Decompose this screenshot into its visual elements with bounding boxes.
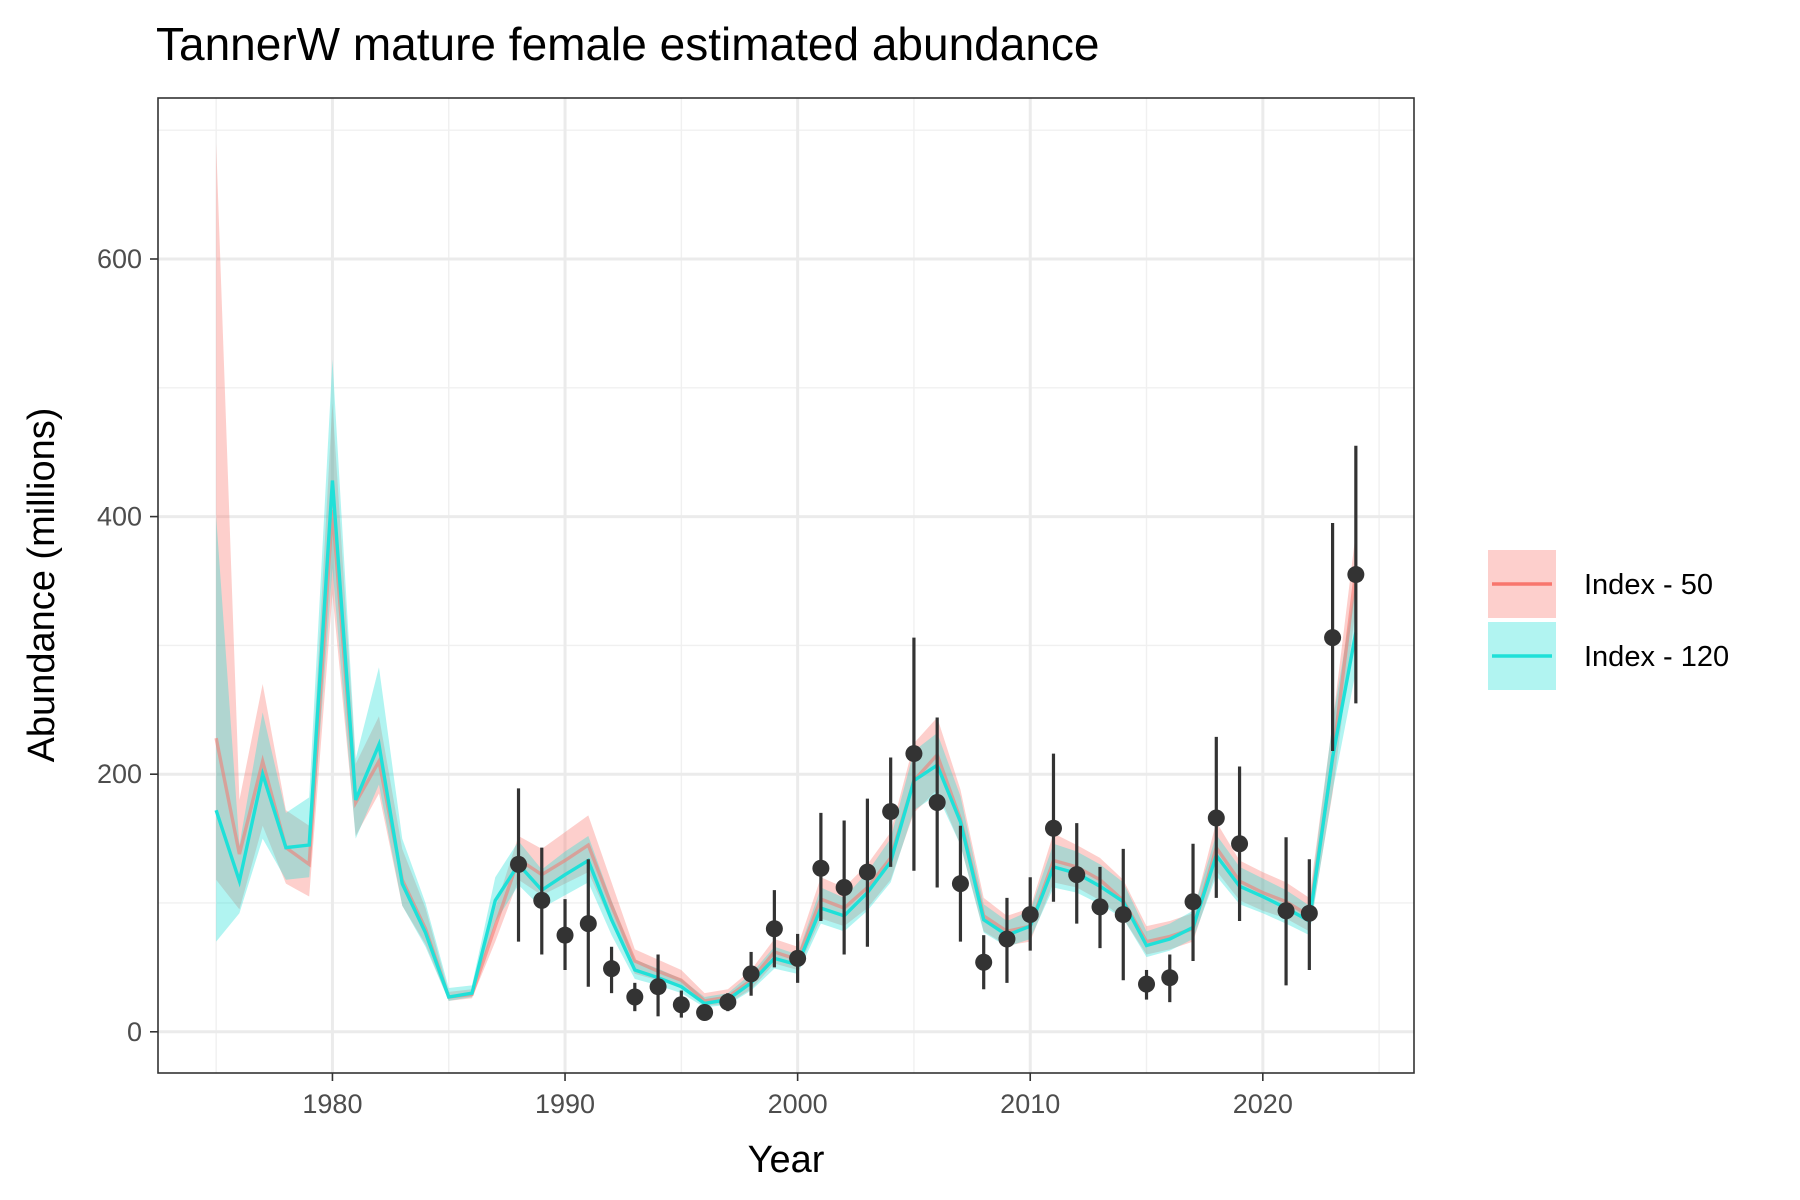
data-point <box>1231 835 1249 853</box>
y-tick-label: 600 <box>97 244 142 274</box>
data-point <box>626 988 644 1006</box>
x-tick-label: 2010 <box>1000 1089 1060 1119</box>
data-point <box>1021 906 1039 924</box>
x-tick-label: 2000 <box>768 1089 828 1119</box>
y-tick-label: 400 <box>97 502 142 532</box>
data-point <box>812 859 830 877</box>
legend: Index - 50 Index - 120 <box>1488 550 1729 690</box>
data-point <box>533 891 551 909</box>
data-point <box>742 965 760 983</box>
observation-points <box>510 566 1365 1021</box>
data-point <box>510 855 528 873</box>
data-point <box>765 920 783 938</box>
data-point <box>1138 975 1156 993</box>
x-axis: 1980 1990 2000 2010 2020 <box>302 1073 1293 1119</box>
series-lines <box>214 480 1358 1006</box>
series-line-index-120 <box>214 480 1358 1006</box>
data-point <box>1068 866 1086 884</box>
y-axis-title: Abundance (millions) <box>21 408 63 763</box>
data-point <box>556 926 574 944</box>
data-point <box>1184 893 1202 911</box>
chart-title: TannerW mature female estimated abundanc… <box>156 18 1100 70</box>
data-point <box>1161 969 1179 987</box>
data-point <box>835 879 853 897</box>
confidence-ribbons <box>216 143 1356 1008</box>
plot-panel-border <box>157 97 1415 1074</box>
data-point <box>649 978 667 996</box>
x-tick-label: 1980 <box>302 1089 362 1119</box>
grid-minor <box>158 98 1414 1073</box>
y-tick-label: 0 <box>127 1017 142 1047</box>
ribbon-index-120 <box>216 359 1356 1008</box>
data-point <box>719 993 737 1011</box>
data-point <box>1114 906 1132 924</box>
data-point <box>789 949 807 967</box>
x-tick-label: 2020 <box>1233 1089 1293 1119</box>
data-point <box>1091 898 1109 916</box>
data-point <box>858 863 876 881</box>
y-axis: 0 200 400 600 <box>97 244 158 1047</box>
data-point <box>951 875 969 893</box>
y-tick-label: 200 <box>97 759 142 789</box>
x-axis-title: Year <box>748 1139 825 1181</box>
data-point <box>975 953 993 971</box>
data-point <box>1300 904 1318 922</box>
data-point <box>672 996 690 1014</box>
data-point <box>603 960 621 978</box>
data-point <box>998 930 1016 948</box>
data-point <box>1277 902 1295 920</box>
data-point <box>1324 629 1342 647</box>
data-point <box>696 1003 714 1021</box>
plot-panel <box>158 98 1414 1073</box>
data-point <box>1347 566 1365 584</box>
legend-label-index-120: Index - 120 <box>1584 641 1729 673</box>
x-tick-label: 1990 <box>535 1089 595 1119</box>
data-point <box>928 794 946 812</box>
data-point <box>1207 809 1225 827</box>
data-point <box>579 915 597 933</box>
data-point <box>1044 819 1062 837</box>
data-point <box>882 803 900 821</box>
data-point <box>905 745 923 763</box>
legend-label-index-50: Index - 50 <box>1584 569 1713 601</box>
